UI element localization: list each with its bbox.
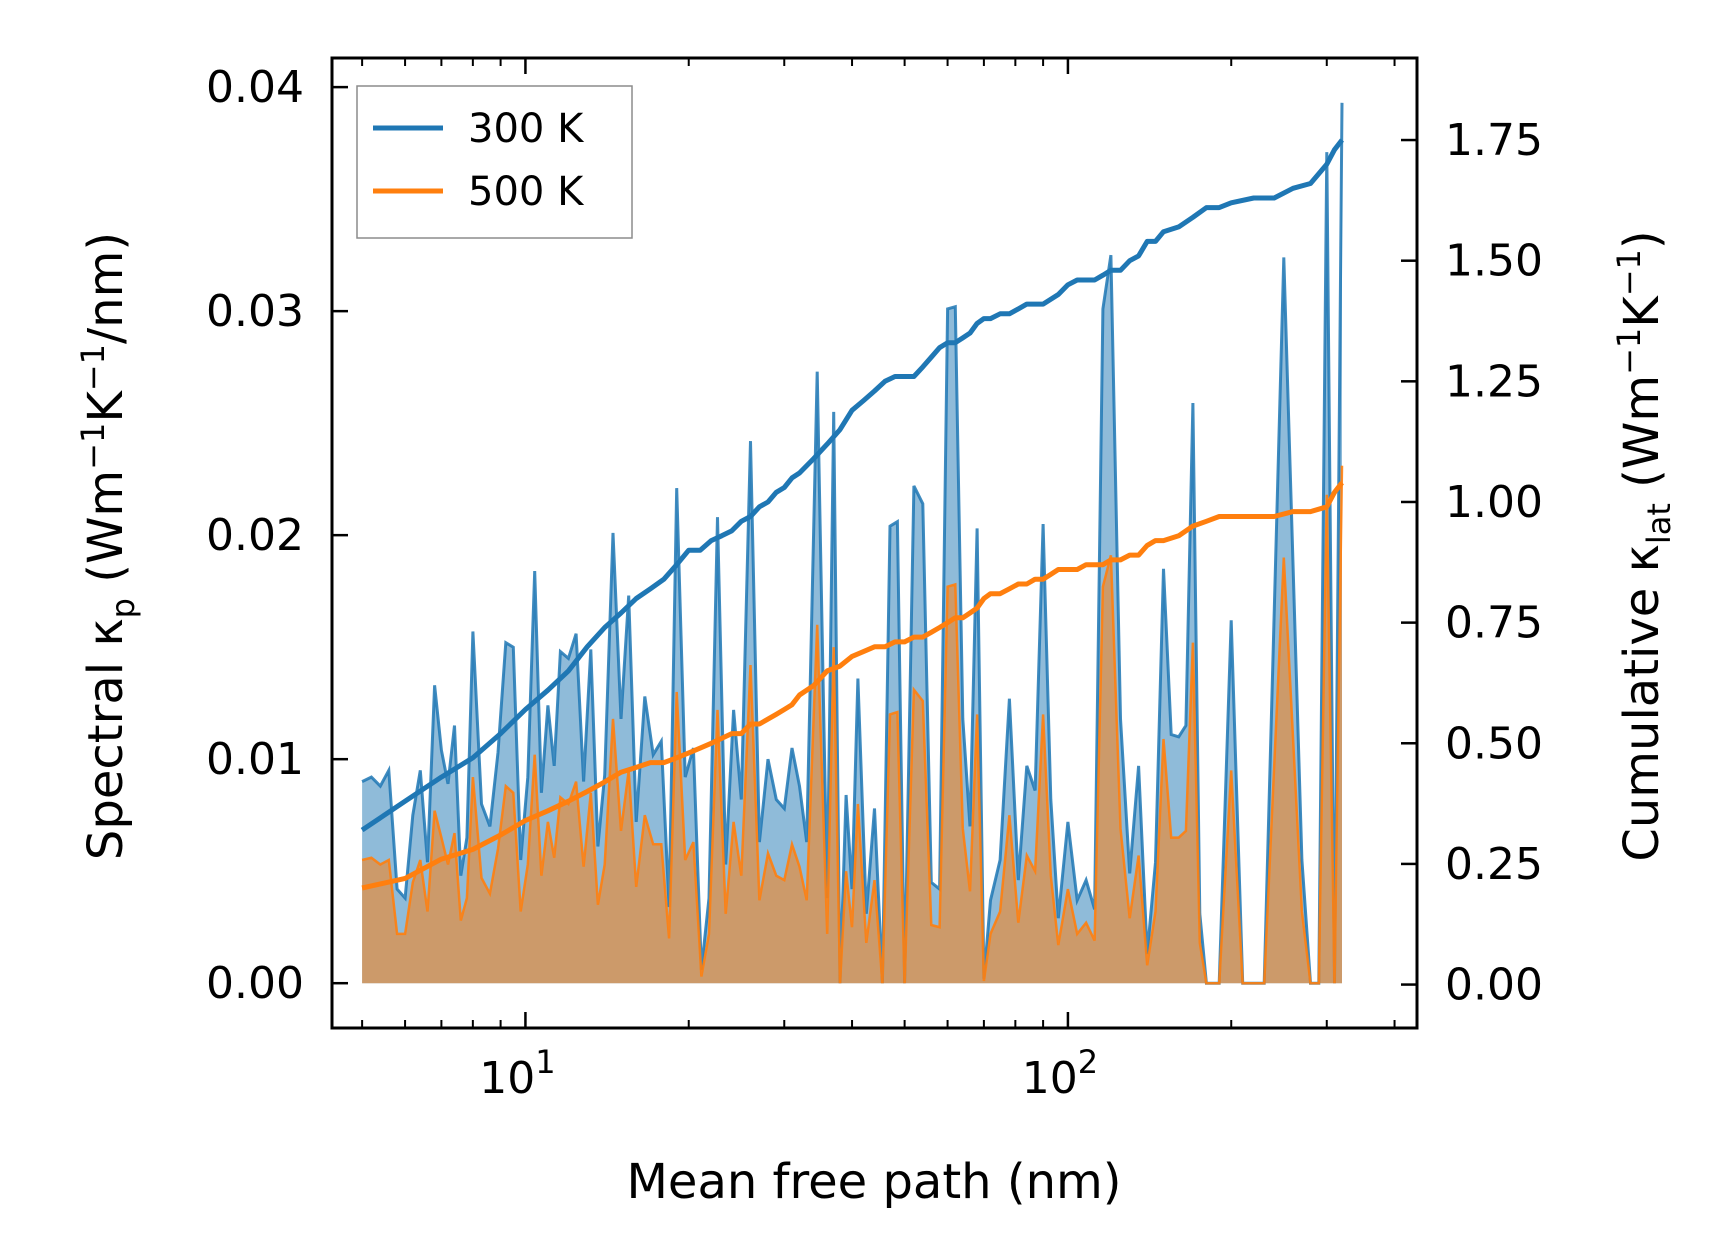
- right-y-tick-label: 1.25: [1445, 356, 1543, 407]
- plot-frame: [330, 56, 1419, 1030]
- x-axis-title: Mean free path (nm): [627, 1154, 1122, 1210]
- left-ylabel-mid1: (Wm: [78, 470, 134, 598]
- spectral-500k-line: [361, 465, 1344, 985]
- right-ylabel-prefix: Cumulative κ: [1614, 544, 1670, 862]
- x-tick-label-exponent: 2: [1078, 1043, 1098, 1081]
- right-y-tick-label: 1.75: [1445, 115, 1543, 166]
- legend-label-500k: 500 K: [468, 169, 585, 215]
- x-tick-label-base: 10: [479, 1053, 535, 1104]
- right-y-tick-label: 1.50: [1445, 236, 1543, 287]
- ticks-layer: 101 1020.000.010.020.030.040.000.250.500.…: [206, 58, 1543, 1104]
- right-y-tick-label: 0.75: [1445, 598, 1543, 649]
- x-tick-label: 101: [479, 1043, 555, 1104]
- left-ylabel-mid2: K: [78, 390, 134, 423]
- legend-frame: [356, 85, 633, 239]
- x-axis-label: Mean free path (nm): [627, 1154, 1122, 1210]
- legend: 300 K 500 K: [356, 85, 633, 239]
- left-ylabel-prefix: Spectral κ: [78, 618, 134, 860]
- x-tick-label: 102: [1022, 1043, 1098, 1104]
- left-y-tick-label: 0.00: [206, 958, 304, 1009]
- right-ylabel-suffix: ): [1614, 230, 1670, 249]
- left-ylabel-sup1: −1: [74, 423, 112, 470]
- right-y-tick-label: 1.00: [1445, 477, 1543, 528]
- right-y-tick-label: 0.00: [1445, 960, 1543, 1011]
- x-tick-label-base: 10: [1022, 1053, 1078, 1104]
- right-y-axis-label: Cumulative κlat (Wm−1K−1): [1610, 230, 1678, 861]
- cumulative-300k-line: [360, 138, 1344, 833]
- spectral-layer: [361, 102, 1344, 985]
- left-y-tick-label: 0.03: [206, 286, 304, 337]
- left-y-tick-label: 0.02: [206, 510, 304, 561]
- right-ylabel-sup2: −1: [1610, 249, 1648, 296]
- left-ylabel-sup2: −1: [74, 344, 112, 391]
- left-y-tick-label: 0.01: [206, 734, 304, 785]
- left-ylabel-suffix: /nm): [78, 232, 134, 344]
- left-ylabel-sub: p: [104, 598, 142, 618]
- legend-label-300k: 300 K: [468, 106, 585, 152]
- right-ylabel-mid2: K: [1614, 295, 1670, 328]
- right-y-tick-label: 0.25: [1445, 839, 1543, 890]
- left-y-tick-label: 0.04: [206, 62, 304, 113]
- x-tick-label-exponent: 1: [535, 1043, 555, 1081]
- cumulative-500k-line: [361, 481, 1344, 891]
- cumulative-layer: [360, 138, 1344, 891]
- left-y-axis-label: Spectral κp (Wm−1K−1/nm): [74, 232, 142, 860]
- right-y-tick-label: 0.50: [1445, 718, 1543, 769]
- spectral-300k-line: [361, 102, 1344, 985]
- right-ylabel-mid1: (Wm: [1614, 375, 1670, 503]
- right-ylabel-sup1: −1: [1610, 328, 1648, 375]
- right-ylabel-sub: lat: [1640, 503, 1678, 544]
